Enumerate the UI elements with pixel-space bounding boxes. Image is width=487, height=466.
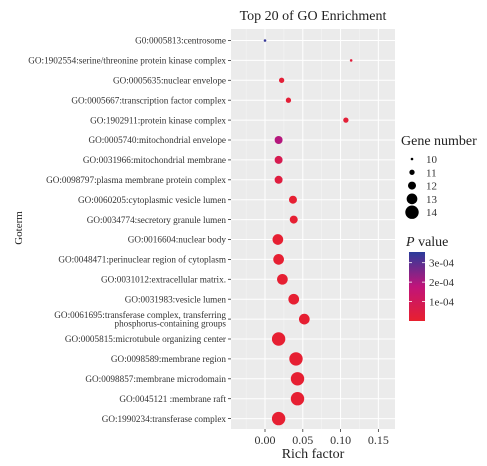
data-point: [277, 273, 288, 285]
data-point: [289, 352, 303, 366]
data-point: [273, 254, 284, 265]
y-tick-label: GO:0048471:perinuclear region of cytopla…: [58, 255, 226, 265]
data-point: [288, 195, 297, 204]
y-tick-label: GO:0005815:microtubule organizing center: [65, 334, 226, 344]
y-tick-label: GO:0034774:secretory granule lumen: [87, 215, 227, 225]
size-legend-key: [410, 157, 414, 161]
y-tick-label: GO:1902911:protein kinase complex: [90, 115, 226, 125]
data-point: [349, 59, 353, 62]
size-legend-key: [408, 181, 416, 190]
y-tick-label: GO:1990234:transferase complex: [102, 414, 227, 424]
size-legend-label: 11: [426, 167, 437, 179]
data-point: [288, 293, 300, 305]
size-legend-label: 12: [426, 181, 437, 193]
y-tick-label: GO:0045121 :membrane raft: [119, 394, 226, 404]
p-value-legend-title-italic: P: [405, 235, 415, 250]
y-tick-label: GO:0060205:cytoplasmic vesicle lumen: [78, 195, 226, 205]
y-tick-labels: G0:0005813:centrosome GO:1902554:serine/t…: [28, 36, 231, 424]
data-point: [290, 372, 305, 386]
y-tick-label: GO:0031966:mitochondrial membrane: [83, 155, 226, 165]
colorbar-label: 1e-04: [429, 297, 455, 309]
p-value-legend: P value 3e-04 2e-04 1e-04: [405, 235, 455, 321]
data-point: [290, 392, 305, 406]
y-tick-label: GO:0061695:transferase complex, transfer…: [54, 310, 226, 320]
size-legend-key: [405, 205, 419, 219]
data-point: [272, 234, 284, 245]
data-point: [343, 117, 349, 123]
plot-panel: [231, 29, 395, 429]
data-point: [289, 215, 298, 224]
data-points: [263, 39, 353, 426]
p-value-legend-title: P value: [405, 235, 448, 250]
data-point: [298, 313, 310, 325]
p-value-colorbar: [409, 252, 425, 321]
y-tick-label: GO:0031983:vesicle lumen: [125, 294, 227, 304]
gene-number-legend-title: Gene number: [401, 134, 477, 149]
data-point: [274, 175, 283, 184]
y-tick-label: GO:0005740:mitochondrial envelope: [88, 135, 226, 145]
x-tick-label: 0.10: [330, 433, 351, 447]
y-tick-label: phosphorus-containing groups: [114, 319, 226, 329]
size-legend-key: [406, 193, 418, 205]
data-point: [285, 97, 292, 103]
size-legend-label: 13: [426, 194, 438, 206]
data-point: [271, 411, 286, 426]
x-tick-labels: 0.00 0.05 0.10 0.15: [255, 429, 389, 447]
p-value-legend-title-rest: value: [415, 235, 449, 250]
size-legend-label: 14: [426, 207, 438, 219]
data-point: [271, 332, 286, 346]
x-tick-label: 0.00: [255, 433, 276, 447]
chart-title: Top 20 of GO Enrichment: [240, 9, 387, 24]
colorbar-label: 2e-04: [429, 277, 455, 289]
x-tick-label: 0.15: [368, 433, 389, 447]
colorbar-label: 3e-04: [429, 258, 455, 270]
y-tick-label: GO:0031012:extracellular matrix.: [101, 275, 226, 285]
y-axis-title: Goterm: [13, 211, 25, 245]
size-legend-label: 10: [426, 154, 438, 166]
data-point: [274, 136, 283, 144]
y-tick-label: GO:0005635:nuclear envelope: [113, 76, 226, 86]
data-point: [274, 155, 283, 164]
y-tick-label: GO:0098857:membrane microdomain: [85, 374, 226, 384]
y-tick-label: GO:0098797:plasma membrane protein compl…: [46, 175, 226, 185]
y-tick-label: GO:1902554:serine/threonine protein kina…: [28, 56, 226, 66]
x-tick-label: 0.05: [292, 433, 313, 447]
x-axis-title: Rich factor: [282, 447, 345, 462]
grid-lines: [231, 29, 395, 429]
y-tick-label: GO:0005667:transcription factor complex: [71, 95, 226, 105]
y-tick-label: GO:0016604:nuclear body: [128, 235, 227, 245]
data-point: [263, 39, 267, 42]
y-tick-label: G0:0005813:centrosome: [135, 36, 226, 46]
data-point: [278, 77, 285, 83]
y-tick-label: GO:0098589:membrane region: [111, 354, 226, 364]
size-legend-key: [409, 169, 415, 175]
